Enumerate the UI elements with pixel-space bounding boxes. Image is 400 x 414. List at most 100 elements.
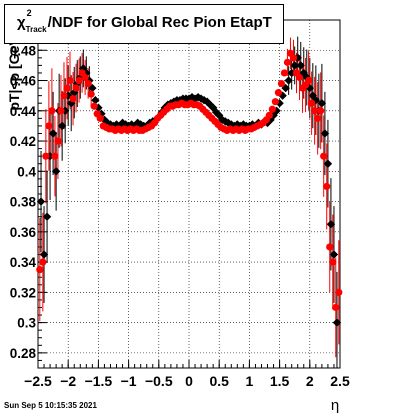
y-tick-label: 0.32	[10, 285, 36, 300]
data-point-series-0	[296, 61, 305, 70]
data-point-series-1	[51, 152, 59, 160]
data-point-series-1	[69, 95, 77, 103]
data-point-series-1	[271, 98, 279, 106]
y-tick-label: 0.46	[10, 74, 37, 89]
data-point-series-1	[304, 76, 313, 85]
title-main: /NDF for Global Rec Pion EtapT	[47, 14, 272, 31]
data-point-series-1	[66, 76, 74, 85]
data-point-series-1	[332, 303, 340, 312]
x-tick-label: 0.5	[209, 373, 229, 389]
data-point-series-1	[326, 243, 334, 251]
y-tick-label: 0.48	[10, 43, 37, 58]
data-point-series-1	[63, 84, 71, 92]
data-point-series-1	[75, 76, 83, 85]
data-point-series-1	[320, 152, 328, 160]
data-point-series-1	[36, 266, 44, 274]
data-point-series-1	[57, 107, 65, 115]
data-point-series-0	[323, 159, 333, 168]
data-point-series-1	[274, 89, 282, 97]
data-point-series-0	[332, 318, 342, 327]
data-point-series-1	[335, 288, 343, 296]
data-point-series-1	[42, 152, 50, 160]
data-point-series-0	[317, 99, 327, 108]
grid-lines	[38, 20, 340, 368]
y-tick-label: 0.44	[10, 104, 37, 119]
data-point-series-1	[60, 92, 68, 100]
chart-title: χ 2 Track/NDF for Global Rec Pion EtapT	[17, 8, 272, 34]
data-point-series-1	[84, 79, 92, 88]
title-superscript: 2	[26, 8, 32, 18]
data-point-series-1	[314, 114, 322, 122]
timestamp: Sun Sep 5 10:15:35 2021	[4, 401, 97, 410]
data-point-series-1	[295, 73, 304, 82]
x-tick-labels: −2.5 −2 −1.5 −1 −0.5 0 0.5 1 1.5 2 2.5	[24, 373, 350, 389]
data-point-series-0	[70, 88, 79, 97]
data-point-series-1	[90, 102, 98, 110]
data-point-series-1	[317, 107, 325, 115]
data-point-series-0	[208, 103, 218, 112]
y-tick-label: 0.38	[10, 195, 37, 210]
title-chi: χ	[17, 14, 26, 31]
x-tick-label: 0	[185, 373, 193, 389]
title-subscript: Track	[25, 25, 47, 34]
x-tick-label: 2	[306, 373, 314, 389]
data-point-series-0	[39, 250, 49, 259]
y-tick-label: 0.4	[17, 164, 36, 179]
data-point-series-1	[81, 73, 89, 82]
axis-ticks	[37, 27, 341, 368]
data-point-series-1	[289, 54, 298, 62]
data-point-series-1	[48, 107, 56, 115]
data-point-series-0	[36, 197, 46, 206]
data-point-series-0	[88, 83, 97, 93]
data-point-series-0	[91, 95, 100, 105]
error-bars	[39, 36, 340, 368]
data-point-series-1	[96, 114, 104, 122]
x-axis-label: η	[331, 397, 339, 414]
data-point-series-1	[87, 90, 95, 98]
data-point-series-0	[60, 106, 70, 115]
data-point-series-0	[329, 250, 339, 259]
x-tick-label: 2.5	[330, 373, 350, 389]
y-tick-label: 0.42	[10, 134, 36, 149]
data-point-series-1	[39, 258, 47, 266]
x-tick-label: −1.5	[85, 373, 113, 389]
data-point-series-1	[280, 69, 289, 77]
data-point-series-0	[57, 121, 67, 131]
data-point-series-1	[308, 99, 316, 107]
data-point-series-1	[265, 111, 273, 119]
x-tick-label: −2.5	[24, 373, 52, 389]
data-point-series-1	[54, 137, 62, 145]
data-point-series-0	[224, 118, 233, 128]
data-point-series-0	[320, 129, 330, 138]
data-point-series-0	[227, 120, 236, 129]
x-tick-label: 1	[246, 373, 254, 389]
data-point-series-0	[51, 167, 61, 176]
data-point-series-0	[326, 220, 336, 229]
data-point-series-0	[42, 212, 52, 221]
data-point-series-0	[79, 64, 88, 73]
data-point-series-1	[323, 182, 331, 191]
y-tick-label: 0.34	[10, 255, 37, 270]
data-point-series-0	[94, 103, 103, 112]
data-point-series-0	[48, 129, 58, 138]
y-tick-label: 0.3	[17, 316, 36, 331]
data-point-series-0	[290, 61, 299, 70]
data-point-series-0	[202, 97, 212, 106]
data-point-series-1	[311, 107, 319, 115]
data-point-series-1	[277, 79, 286, 88]
data-point-series-0	[193, 92, 203, 102]
x-tick-label: −2	[60, 373, 76, 389]
data-point-series-1	[72, 84, 80, 92]
data-point-series-1	[268, 105, 276, 113]
data-point-series-0	[184, 94, 194, 103]
data-point-series-1	[45, 122, 53, 130]
y-tick-label: 0.28	[10, 346, 37, 361]
x-tick-label: 1.5	[270, 373, 290, 389]
data-point-series-0	[218, 115, 227, 125]
data-point-series-1	[329, 258, 337, 266]
data-point-series-0	[133, 118, 142, 128]
data-point-series-1	[283, 58, 292, 66]
chart-title-box: χ 2 Track/NDF for Global Rec Pion EtapT	[4, 4, 284, 44]
data-point-series-0	[103, 118, 112, 128]
